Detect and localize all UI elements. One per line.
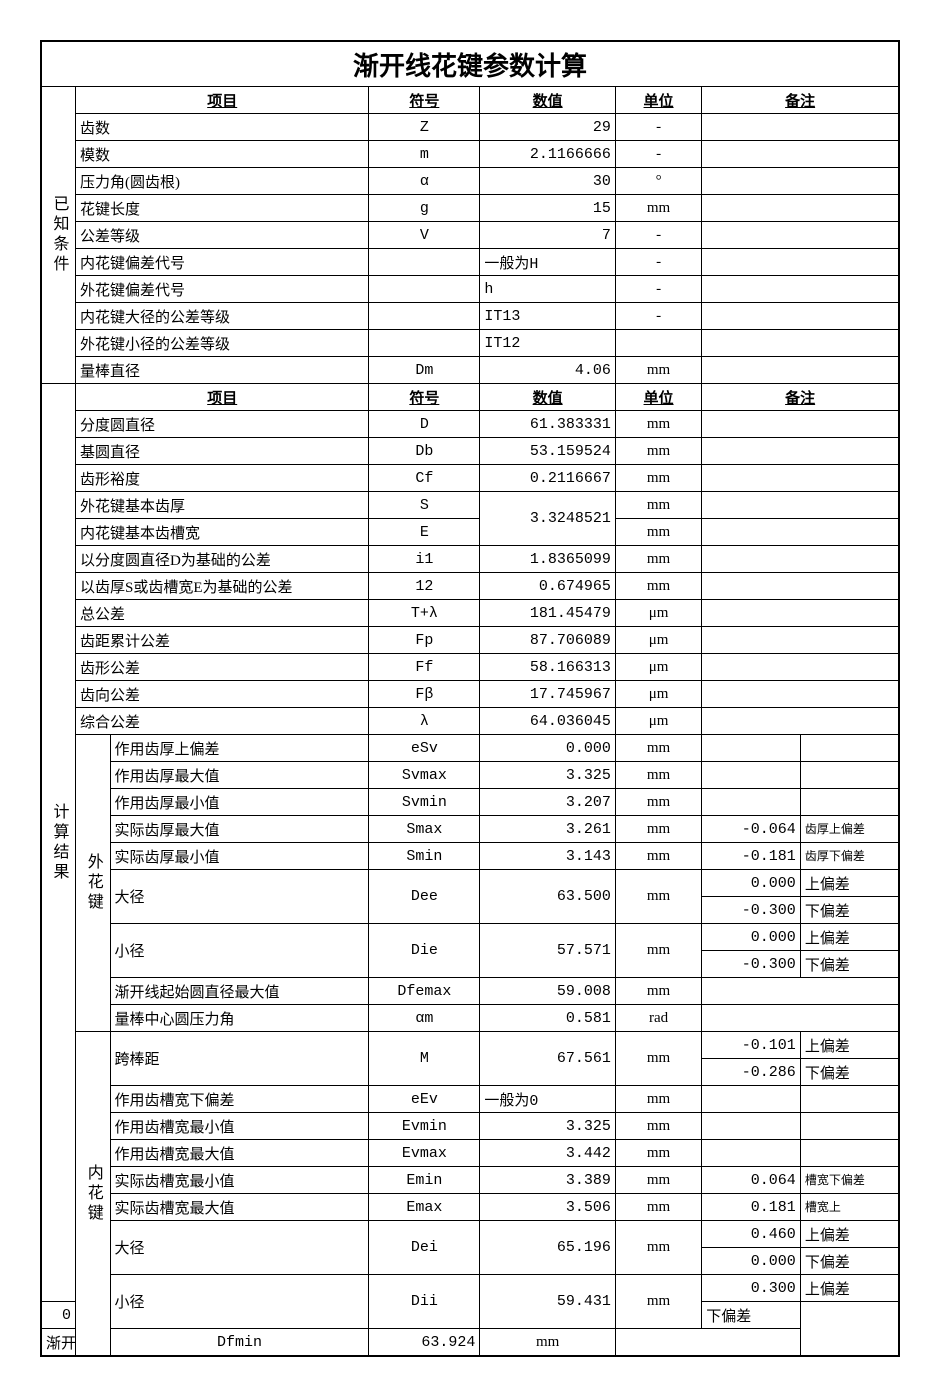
table-row: 小径Die57.571mm0.000上偏差: [41, 924, 899, 951]
table-row: 实际齿槽宽最大值Emax3.506mm0.181槽宽上: [41, 1194, 899, 1221]
spline-calc-table: 渐开线花键参数计算 已知条件 项目 符号 数值 单位 备注 齿数Z29- 模数m…: [40, 40, 900, 1357]
table-row: 大径Dei65.196mm0.460上偏差: [41, 1221, 899, 1248]
side-ext: 外花键: [76, 735, 111, 1032]
table-row: 小径Dii59.431mm0.300上偏差: [41, 1275, 899, 1302]
table-row: 外花键 作用齿厚上偏差eSv0.000mm: [41, 735, 899, 762]
hdr-sym: 符号: [369, 87, 480, 114]
table-row: 大径Dee63.500mm0.000上偏差: [41, 870, 899, 897]
table-row: 齿形公差Ff58.166313μm: [41, 654, 899, 681]
table-row: 压力角(圆齿根)α30°: [41, 168, 899, 195]
table-row: 渐开线起始圆直径最大值Dfemax59.008mm: [41, 978, 899, 1005]
table-row: 渐开线终止圆直径最小值Dfmin63.924mm: [41, 1329, 899, 1357]
header-row: 已知条件 项目 符号 数值 单位 备注: [41, 87, 899, 114]
hdr-item: 项目: [76, 87, 369, 114]
side-known: 已知条件: [41, 87, 76, 384]
table-row: 外花键基本齿厚S3.3248521mm: [41, 492, 899, 519]
hdr-val: 数值: [480, 87, 616, 114]
table-row: 量棒直径Dm4.06mm: [41, 357, 899, 384]
table-row: 实际齿厚最小值Smin3.143mm-0.181齿厚下偏差: [41, 843, 899, 870]
header-row: 计算结果 项目 符号 数值 单位 备注: [41, 384, 899, 411]
table-row: 作用齿槽宽最小值Evmin3.325mm: [41, 1113, 899, 1140]
table-row: 分度圆直径D61.383331mm: [41, 411, 899, 438]
table-row: 齿形裕度Cf0.2116667mm: [41, 465, 899, 492]
table-row: 综合公差λ64.036045μm: [41, 708, 899, 735]
table-row: 外花键偏差代号h-: [41, 276, 899, 303]
table-row: 总公差T+λ181.45479μm: [41, 600, 899, 627]
table-row: 外花键小径的公差等级IT12: [41, 330, 899, 357]
table-row: 以分度圆直径D为基础的公差i11.8365099mm: [41, 546, 899, 573]
hdr-note: 备注: [702, 87, 899, 114]
table-row: 基圆直径Db53.159524mm: [41, 438, 899, 465]
hdr-unit: 单位: [615, 87, 701, 114]
side-calc: 计算结果: [41, 384, 76, 1302]
table-row: 内花键偏差代号一般为H-: [41, 249, 899, 276]
table-row: 齿数Z29-: [41, 114, 899, 141]
table-row: 内花键基本齿槽宽Emm: [41, 519, 899, 546]
table-row: 公差等级V7-: [41, 222, 899, 249]
table-row: 实际齿槽宽最小值Emin3.389mm0.064槽宽下偏差: [41, 1167, 899, 1194]
table-row: 花键长度g15mm: [41, 195, 899, 222]
table-row: 作用齿槽宽下偏差eEv一般为0mm: [41, 1086, 899, 1113]
table-row: 齿距累计公差Fp87.706089μm: [41, 627, 899, 654]
table-row: 作用齿厚最小值Svmin3.207mm: [41, 789, 899, 816]
table-row: 内花键大径的公差等级IT13-: [41, 303, 899, 330]
table-row: 模数m2.1166666-: [41, 141, 899, 168]
side-int: 内花键: [76, 1032, 111, 1357]
table-row: 内花键 跨棒距M67.561mm-0.101上偏差: [41, 1032, 899, 1059]
table-row: 实际齿厚最大值Smax3.261mm-0.064齿厚上偏差: [41, 816, 899, 843]
table-row: 以齿厚S或齿槽宽E为基础的公差120.674965mm: [41, 573, 899, 600]
table-row: 作用齿厚最大值Svmax3.325mm: [41, 762, 899, 789]
page-title: 渐开线花键参数计算: [41, 41, 899, 87]
table-row: 齿向公差Fβ17.745967μm: [41, 681, 899, 708]
table-row: 作用齿槽宽最大值Evmax3.442mm: [41, 1140, 899, 1167]
table-row: 量棒中心圆压力角αm0.581rad: [41, 1005, 899, 1032]
